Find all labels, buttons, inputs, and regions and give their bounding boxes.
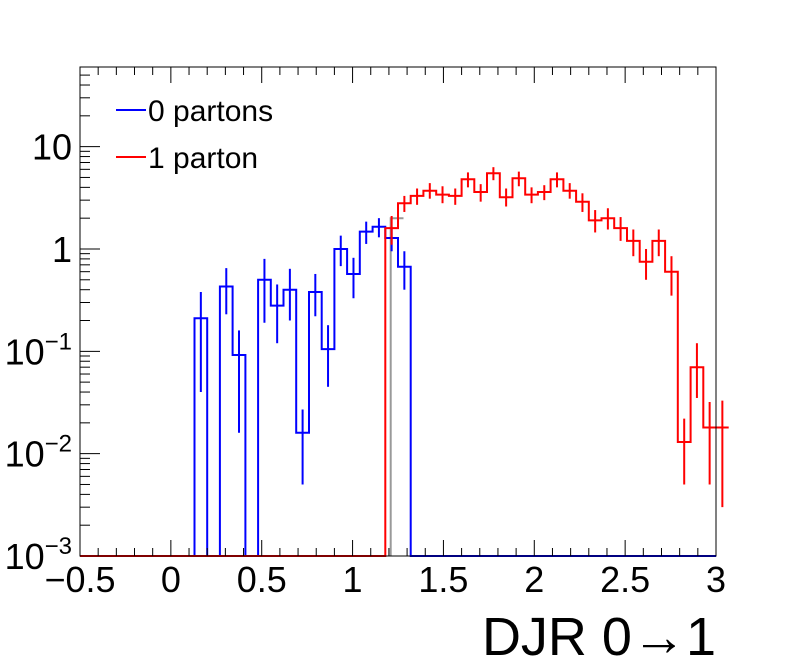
y-tick-exponent: −3 <box>45 533 72 560</box>
y-tick-exponent: −1 <box>45 328 72 355</box>
y-tick-base: 1 <box>52 229 72 270</box>
x-tick-labels: −0.5 0 0.5 1 1.5 2 2.5 3 <box>44 559 726 600</box>
y-tick-label: 10−2 <box>5 431 72 475</box>
legend-label: 1 parton <box>148 142 258 175</box>
x-tick-label: 1.5 <box>418 559 468 600</box>
x-tick-label: 3 <box>706 559 726 600</box>
x-tick-label: 2 <box>524 559 544 600</box>
plot-frame <box>79 66 717 557</box>
y-tick-base: 10 <box>32 127 72 168</box>
legend-label: 0 partons <box>148 95 273 128</box>
x-tick-label: 1 <box>343 559 363 600</box>
y-tick-label: 1 <box>52 229 72 270</box>
x-axis-label: DJR 0→1 <box>482 607 716 667</box>
x-tick-label: −0.5 <box>44 559 115 600</box>
series-layer <box>80 167 729 557</box>
y-tick-label: 10−1 <box>5 328 72 372</box>
y-tick-base: 10 <box>5 331 45 372</box>
y-tick-base: 10 <box>5 536 45 577</box>
x-tick-label: 2.5 <box>600 559 650 600</box>
axis-ticks <box>79 66 717 557</box>
y-tick-label: 10 <box>32 127 72 168</box>
x-tick-label: 0.5 <box>237 559 287 600</box>
x-tick-label: 0 <box>161 559 181 600</box>
y-tick-exponent: −2 <box>45 431 72 458</box>
legend: 0 partons 1 parton <box>116 95 273 175</box>
y-tick-label: 10−3 <box>5 533 72 577</box>
y-tick-base: 10 <box>5 434 45 475</box>
